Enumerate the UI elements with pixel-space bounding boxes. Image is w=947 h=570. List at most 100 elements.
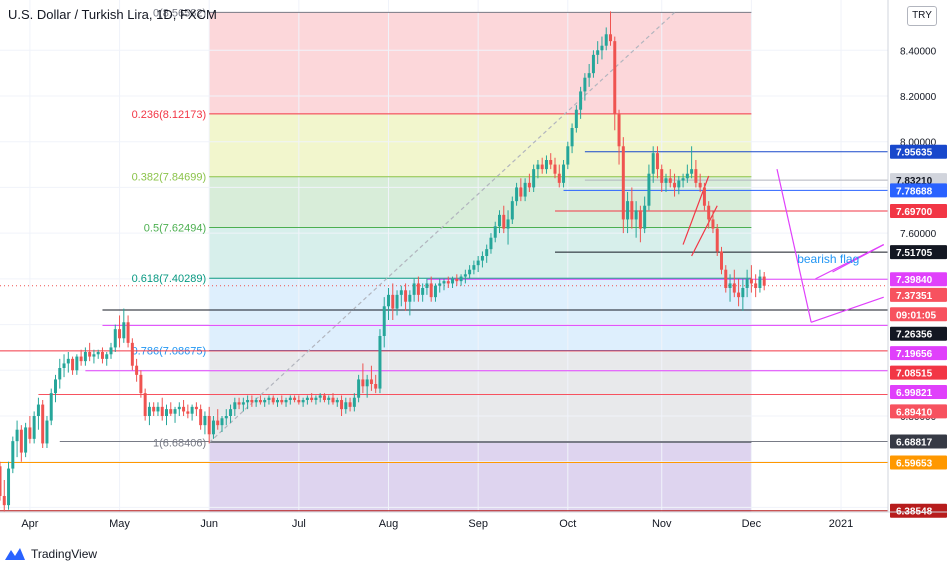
candle-body [421, 288, 425, 295]
candle-body [348, 402, 352, 407]
candle-body [54, 379, 57, 394]
price-tick-label: 8.40000 [900, 46, 937, 57]
trend-line [832, 244, 885, 273]
candle-body [246, 400, 250, 403]
candle-body [408, 294, 412, 302]
fib-level-label: 0.618(7.40289) [132, 273, 207, 285]
tradingview-brand[interactable]: TradingView [4, 544, 97, 564]
fib-zone-fill [209, 176, 752, 228]
chart-annotation: bearish flag [797, 252, 859, 266]
candle-body [626, 201, 630, 220]
price-label: 7.95635 [896, 148, 933, 159]
candle-body [305, 397, 309, 400]
candle-body [468, 269, 472, 275]
candle-body [267, 397, 271, 400]
candle-body [190, 406, 194, 414]
candle-body [604, 34, 608, 46]
candle-body [177, 406, 181, 410]
candle-body [32, 416, 36, 439]
price-label: 6.99821 [896, 388, 933, 399]
candle-body [480, 256, 484, 261]
fib-zone-fill [209, 278, 752, 351]
candle-body [476, 260, 480, 266]
fib-zone-fills [209, 12, 752, 512]
candle-body [596, 50, 600, 55]
candle-body [241, 402, 245, 405]
price-candles [0, 11, 766, 512]
price-label: 7.08515 [896, 369, 933, 380]
candle-body [254, 400, 258, 403]
candle-body [369, 379, 373, 384]
price-label-box [890, 434, 947, 449]
candle-body [224, 416, 228, 419]
candle-body [147, 406, 151, 416]
candle-body [387, 294, 390, 307]
candle-body [357, 379, 361, 398]
candle-body [220, 418, 224, 426]
candle-body [668, 178, 672, 183]
trend-line [208, 12, 675, 443]
candle-body [429, 283, 433, 298]
candle-body [404, 290, 408, 302]
candle-body [335, 400, 339, 403]
price-label-box [890, 365, 947, 380]
price-label: 7.26356 [896, 330, 933, 341]
fib-level-label: 0.236(8.12173) [132, 109, 207, 121]
candle-body [258, 400, 262, 403]
price-label-box [890, 272, 947, 287]
candle-body [587, 73, 591, 78]
candle-body [510, 201, 514, 220]
fib-level-label: 0.382(7.84699) [132, 172, 207, 184]
candle-body [365, 379, 369, 387]
candle-body [574, 109, 578, 128]
price-label-box [890, 183, 947, 198]
candle-body [143, 393, 147, 416]
candle-body [485, 249, 489, 256]
price-label: 7.37351 [896, 291, 933, 302]
time-tick-label: May [109, 518, 130, 530]
price-label: 6.89410 [896, 407, 933, 418]
candle-body [169, 409, 173, 414]
trend-line [810, 296, 884, 323]
candle-body [732, 283, 736, 293]
candle-body [36, 404, 40, 416]
candle-body [677, 180, 681, 188]
price-tick-label: 8.20000 [900, 92, 937, 103]
candle-body [549, 160, 553, 165]
candle-body [160, 406, 164, 416]
price-label-box [890, 326, 947, 341]
candle-body [737, 292, 741, 298]
candle-body [301, 400, 305, 403]
candle-body [451, 278, 455, 284]
candle-body [165, 409, 168, 416]
candle-body [391, 294, 395, 309]
candle-body [502, 214, 506, 229]
candle-body [570, 128, 574, 147]
candle-body [446, 281, 450, 284]
candle-body [758, 276, 762, 288]
candle-body [459, 276, 463, 282]
trend-drawings [208, 12, 885, 443]
time-tick-label: Apr [21, 518, 38, 530]
candle-body [506, 219, 510, 229]
candle-body [310, 397, 314, 400]
fib-level-label: 0.786(7.08675) [132, 345, 207, 357]
candle-body [617, 114, 621, 147]
candle-body [173, 409, 177, 414]
candle-body [557, 173, 561, 183]
candle-body [664, 178, 668, 183]
currency-badge[interactable]: TRY [907, 6, 937, 26]
candle-body [194, 406, 198, 410]
time-tick-label: Aug [379, 518, 399, 530]
time-tick-label: Sep [468, 518, 488, 530]
price-tick-label: 7.60000 [900, 229, 937, 240]
candle-body [2, 496, 6, 506]
candle-body [707, 205, 711, 220]
price-label: 6.59653 [896, 459, 933, 470]
candle-body [741, 288, 745, 298]
candle-body [130, 342, 134, 366]
candle-body [519, 187, 523, 197]
price-label: 09:01:05 [896, 310, 936, 321]
candle-body [591, 54, 595, 74]
